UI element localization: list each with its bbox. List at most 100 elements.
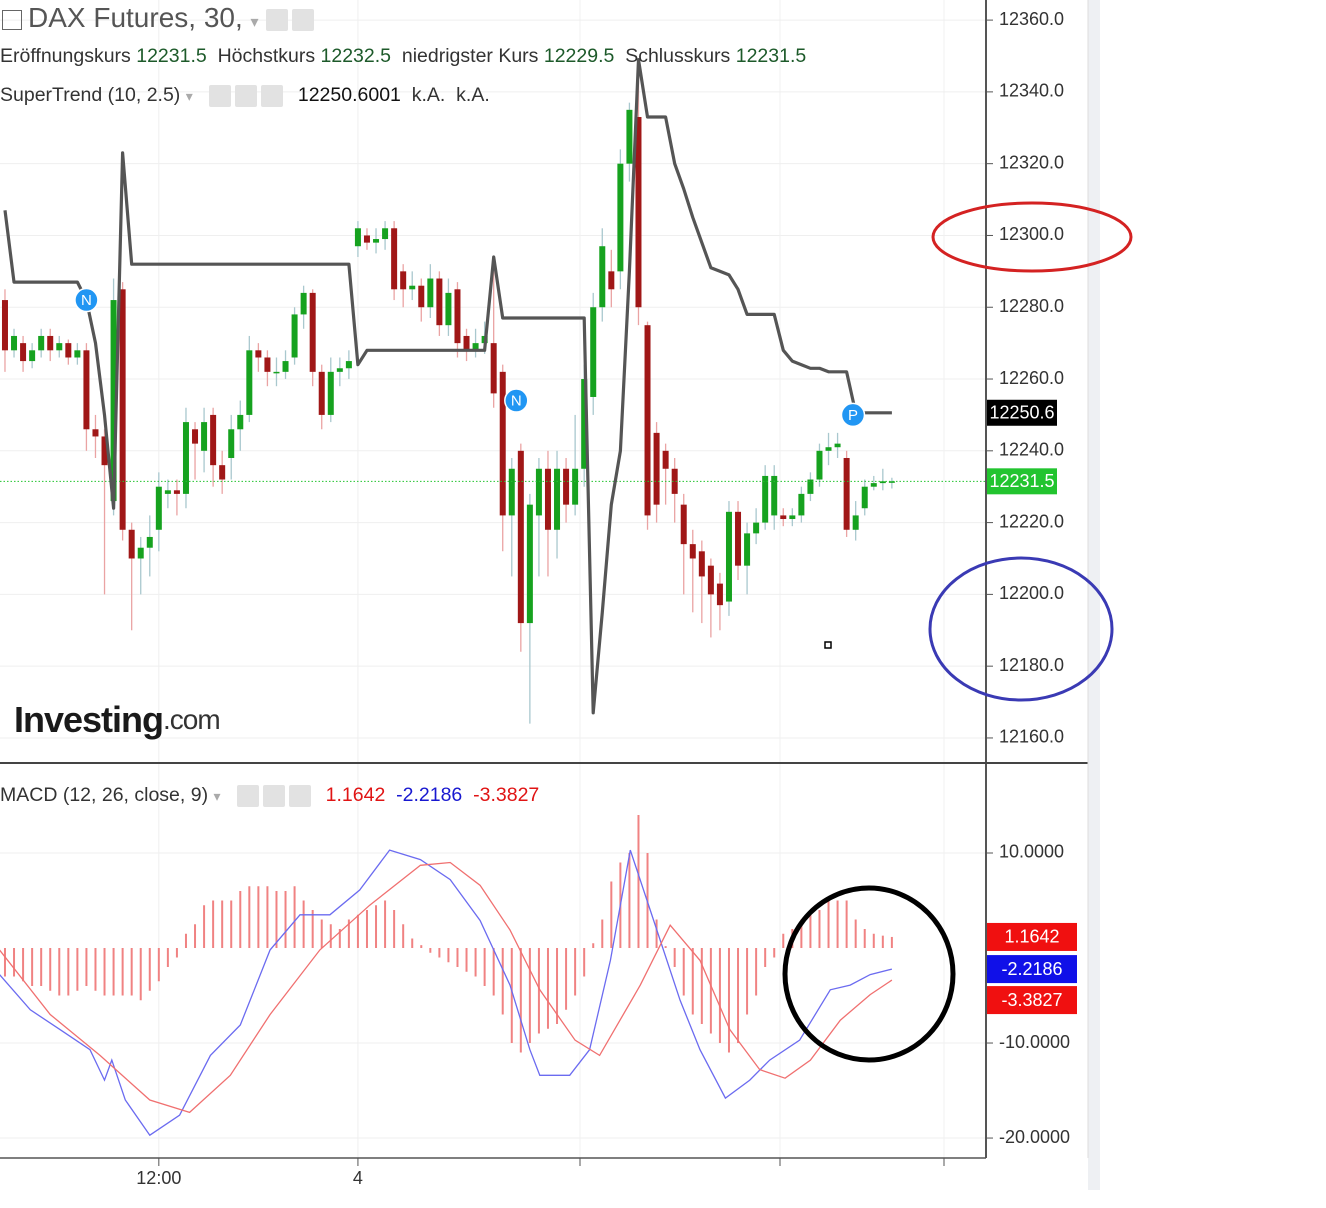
candle-body [689, 544, 696, 559]
candle-body [110, 300, 117, 502]
candle-body [336, 368, 343, 372]
annotation-square [824, 641, 832, 649]
collapse-icon[interactable] [2, 9, 22, 30]
eye-icon[interactable] [209, 84, 232, 107]
candle-body [843, 457, 850, 530]
value-label: -2.2186 [1001, 959, 1062, 979]
candle-body [65, 343, 72, 358]
watermark: Investing.com [14, 699, 220, 740]
macd-legend: MACD (12, 26, close, 9) ▾ 1.1642 -2.2186… [0, 784, 539, 807]
candle-body [201, 422, 208, 451]
legend-value: -3.3827 [473, 784, 540, 806]
candle-body [436, 278, 443, 326]
candle-body [182, 422, 189, 494]
candle-body [237, 414, 244, 430]
candle-body [744, 533, 751, 566]
candle-body [119, 289, 126, 530]
remove-icon[interactable] [288, 784, 311, 807]
axes: 12160.0 12180.0 12200.0 12220.0 12240.0 12260… [136, 9, 1077, 1188]
y-tick-label: 12280.0 [999, 296, 1064, 316]
candle-body [680, 504, 687, 545]
candle-body [29, 350, 36, 362]
candle-body [526, 504, 533, 624]
candle-body [155, 486, 162, 530]
candle-body [210, 414, 217, 466]
candle-body [418, 285, 425, 308]
candle-body [662, 450, 669, 469]
candle-body [173, 490, 180, 494]
signal-marker [74, 287, 99, 313]
candle-body [725, 511, 732, 602]
candle-body [300, 292, 307, 315]
price-label: 12250.6 [989, 403, 1054, 423]
ohlc-value: 12229.5 [543, 45, 615, 67]
ohlc-label: Eröffnungskurs [0, 45, 131, 67]
candle-body [128, 529, 135, 559]
legend-value: 1.1642 [325, 784, 386, 806]
candle-body [354, 228, 361, 247]
candle-body [653, 432, 660, 505]
candle-body [363, 235, 370, 243]
y-tick-label: 12300.0 [999, 224, 1064, 244]
price-label: 12231.5 [989, 471, 1054, 491]
indicator-name: SuperTrend (10, 2.5) [0, 84, 181, 106]
scrollbar [1088, 0, 1100, 1190]
candle-body [382, 228, 389, 240]
candle-body [753, 522, 760, 534]
dropdown[interactable]: ▾ [185, 88, 193, 104]
eye-icon[interactable] [236, 784, 259, 807]
candle-body [789, 515, 796, 520]
title-row: DAX Futures, 30, ▾ [0, 2, 318, 34]
candle-body [427, 278, 434, 308]
candle-body [544, 468, 551, 530]
settings-icon[interactable] [235, 84, 258, 107]
price-pane: N N P [0, 58, 985, 724]
remove-icon[interactable] [261, 84, 284, 107]
candle-body [798, 493, 805, 516]
signal-marker [504, 388, 529, 413]
candle-body [56, 343, 63, 351]
x-tick-label: 12:00 [136, 1168, 181, 1188]
y-tick-label: 12260.0 [999, 368, 1064, 388]
signal-marker-label: P [848, 407, 858, 424]
candle-body [608, 271, 615, 290]
candle-body [400, 271, 407, 290]
eye-icon[interactable] [266, 8, 289, 31]
candle-body [535, 468, 542, 516]
value-label-box [987, 986, 1077, 1015]
ohlc-row: Eröffnungskurs 12231.5 Höchstkurs 12232.… [0, 45, 806, 68]
candle-body [146, 536, 153, 548]
settings-icon[interactable] [262, 784, 285, 807]
candle-body [707, 565, 714, 595]
dropdown[interactable]: ▾ [250, 14, 259, 31]
candle-body [834, 443, 841, 448]
dropdown[interactable]: ▾ [213, 788, 221, 804]
candle-body [671, 468, 678, 494]
candle-body [716, 583, 723, 606]
y-tick-label: 12340.0 [999, 81, 1064, 101]
annotation-ellipse [782, 885, 956, 1063]
chart-title: DAX Futures, 30, [28, 2, 243, 33]
ohlc-value: 12231.5 [735, 45, 807, 67]
candle-body [563, 468, 570, 505]
candle-body [282, 361, 289, 372]
candle-body [472, 343, 479, 351]
legend-value: -2.2186 [396, 784, 463, 806]
candle-body [38, 335, 45, 351]
supertrend-line [3, 58, 892, 715]
settings-icon[interactable] [292, 8, 315, 31]
candle-body [137, 547, 144, 559]
ohlc-label: Schlusskurs [625, 45, 731, 67]
y-tick-label: 12360.0 [999, 9, 1064, 29]
candle-body [309, 292, 316, 372]
ohlc-value: 12231.5 [136, 45, 207, 67]
candle-body [92, 429, 99, 437]
candle-body [870, 483, 877, 487]
y-tick-label: 12160.0 [999, 727, 1064, 747]
candle-body [445, 292, 452, 326]
candle-body [825, 447, 832, 451]
candle-body [590, 307, 597, 397]
candle-body [192, 429, 199, 444]
